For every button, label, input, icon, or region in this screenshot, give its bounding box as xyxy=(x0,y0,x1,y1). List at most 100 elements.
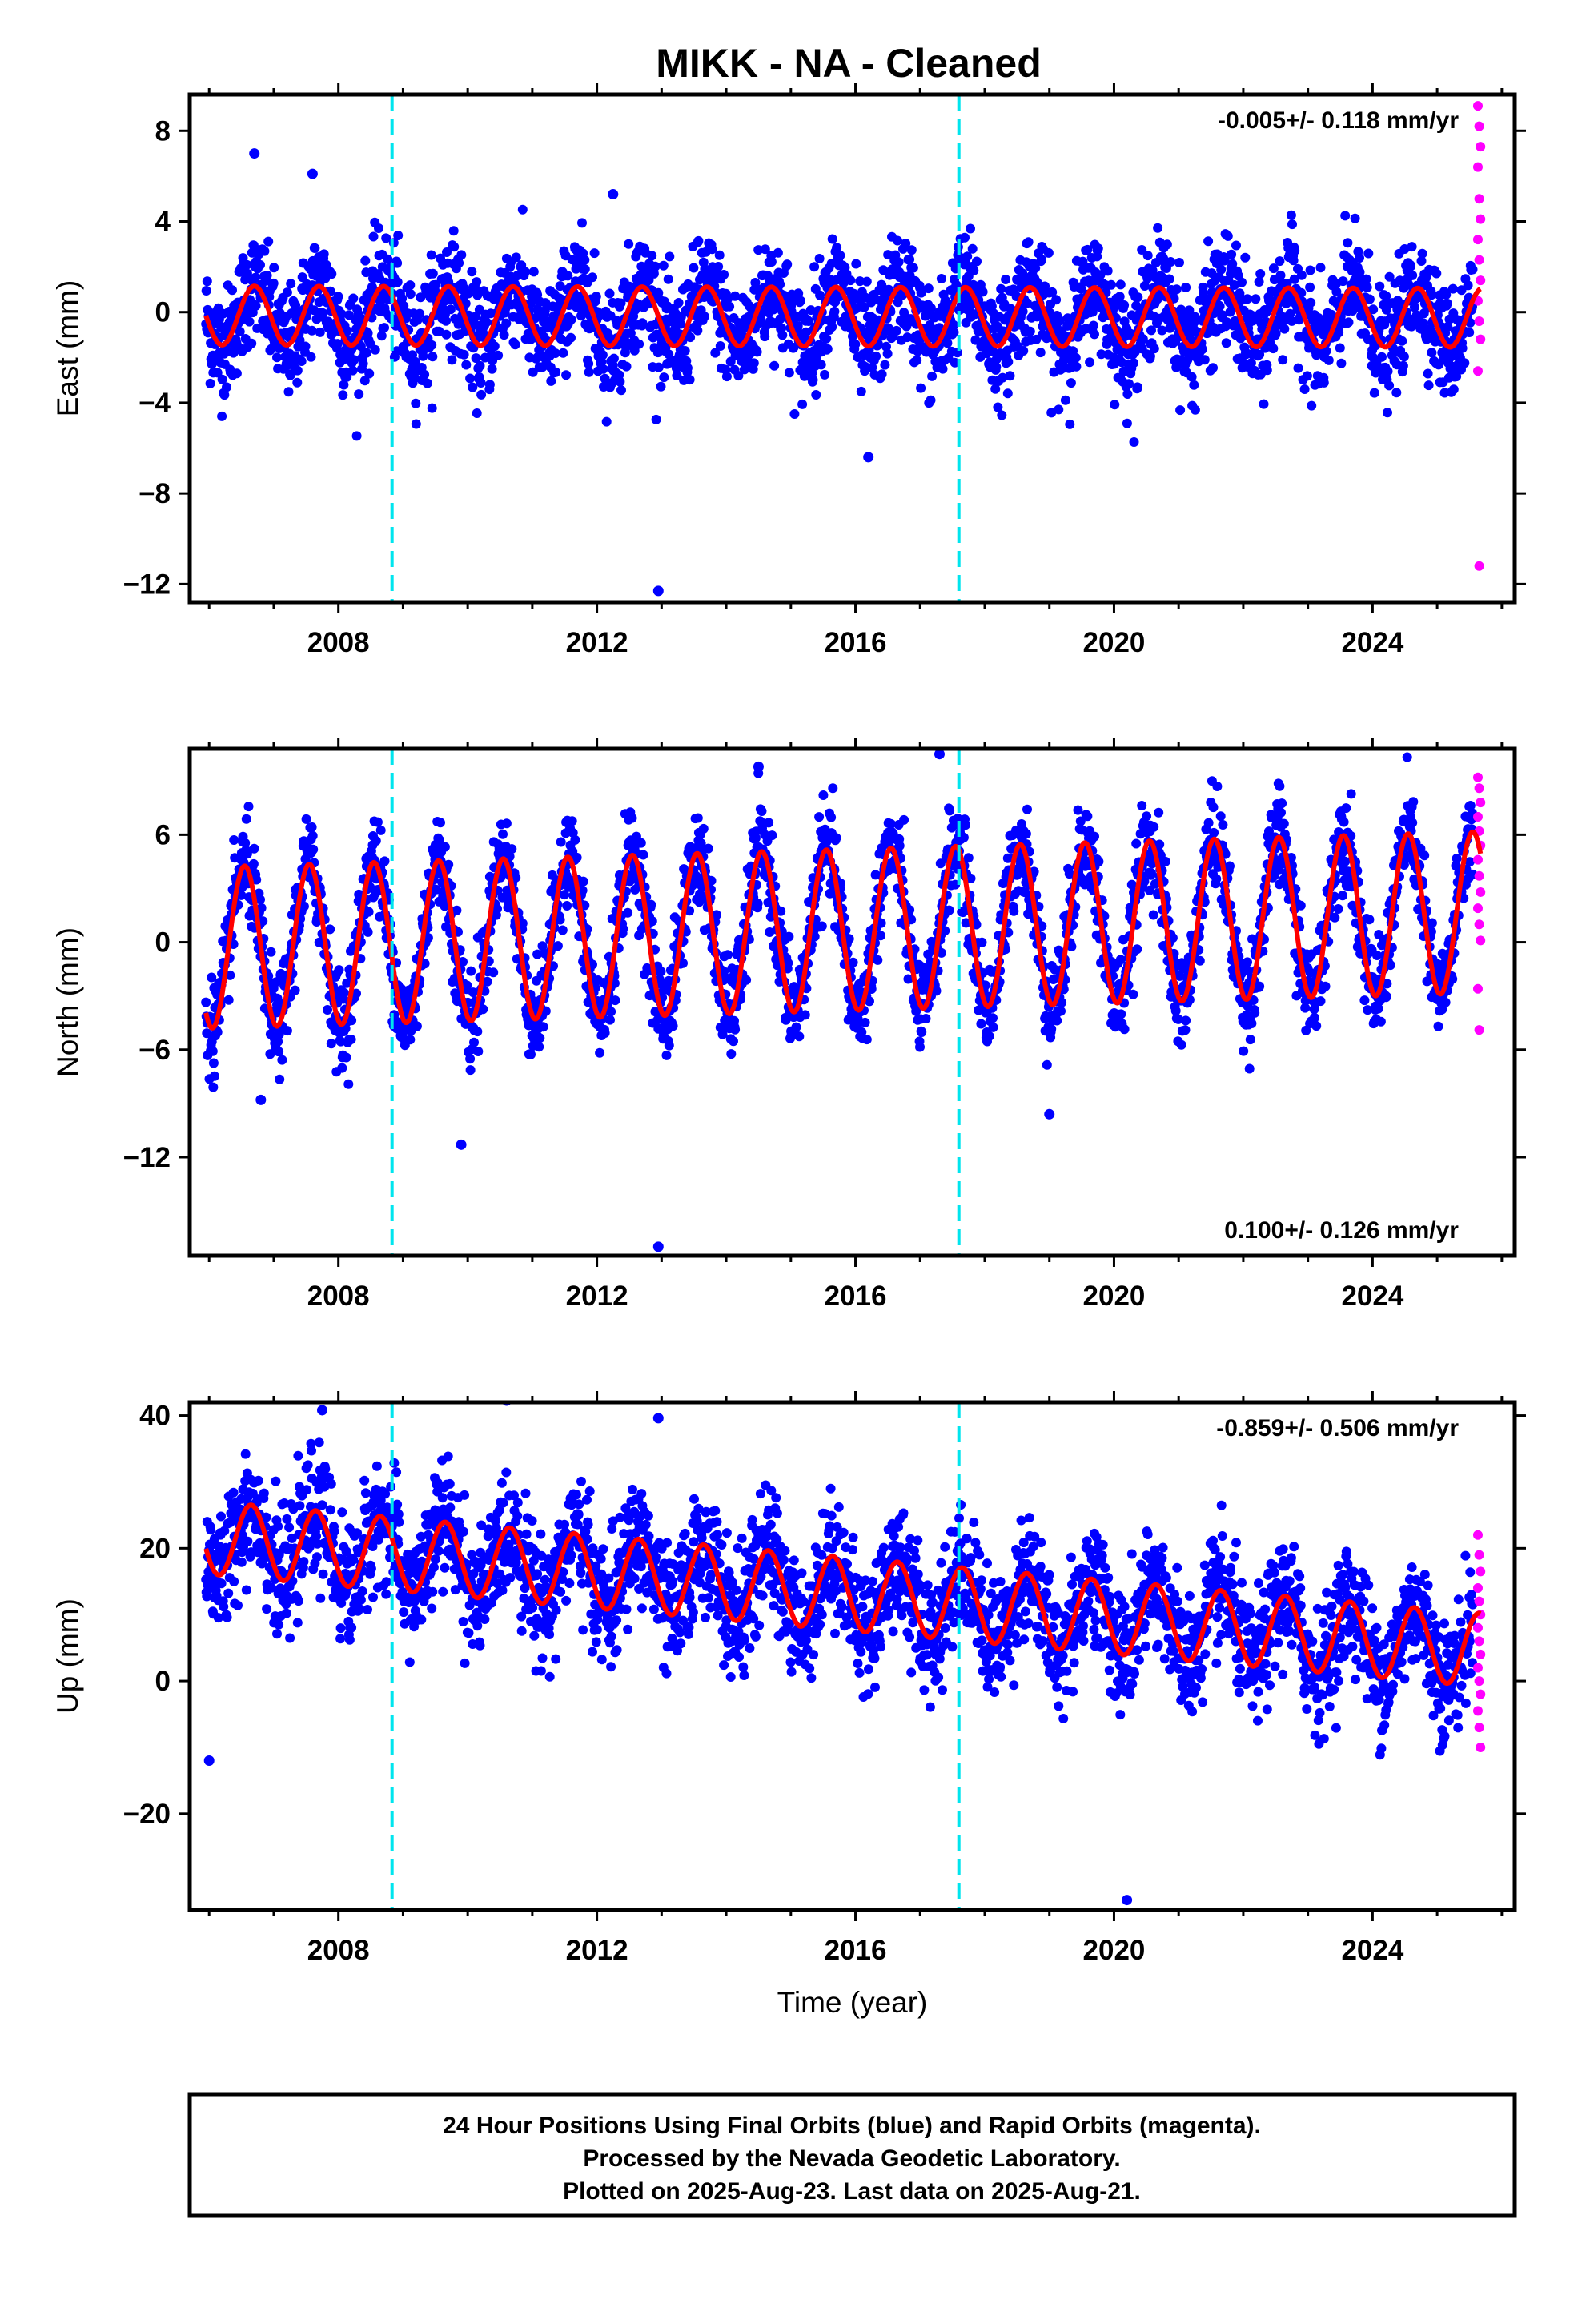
final-orbit-point xyxy=(1070,352,1081,363)
final-orbit-point xyxy=(202,276,212,287)
rapid-orbit-point xyxy=(1476,142,1486,152)
final-orbit-point xyxy=(967,243,978,254)
rapid-orbit-point xyxy=(1476,275,1486,286)
final-orbit-point xyxy=(472,277,482,287)
final-orbit-point xyxy=(949,327,959,337)
final-orbit-point xyxy=(1423,380,1434,391)
final-orbit-point xyxy=(1001,275,1011,284)
final-orbit-point xyxy=(658,260,669,271)
final-orbit-point xyxy=(1457,343,1468,353)
final-orbit-point xyxy=(465,1065,476,1076)
final-orbit-point xyxy=(327,269,337,279)
final-orbit-point xyxy=(936,274,946,283)
final-orbit-point xyxy=(966,223,975,234)
final-orbit-point xyxy=(499,330,509,340)
final-orbit-point xyxy=(440,842,450,852)
final-orbit-point xyxy=(1397,336,1407,346)
final-orbit-point xyxy=(241,814,251,824)
final-orbit-point xyxy=(1377,352,1387,362)
final-orbit-point xyxy=(1203,236,1214,247)
final-orbit-point xyxy=(341,1052,351,1063)
final-orbit-point xyxy=(461,360,472,370)
final-orbit-point xyxy=(1025,326,1035,336)
final-orbit-point xyxy=(561,370,572,380)
final-orbit-point xyxy=(1088,320,1098,331)
final-orbit-point xyxy=(268,278,279,288)
final-orbit-point xyxy=(1290,246,1300,256)
final-orbit-point xyxy=(1338,276,1348,287)
final-orbit-point xyxy=(634,339,644,349)
final-orbit-point xyxy=(498,829,508,839)
rapid-orbit-point xyxy=(1472,101,1483,111)
final-orbit-point xyxy=(266,947,276,957)
final-orbit-point xyxy=(1231,240,1241,251)
rapid-orbit-point xyxy=(1472,366,1483,376)
final-orbit-point xyxy=(222,382,231,392)
final-orbit-point xyxy=(1243,294,1252,304)
final-orbit-point xyxy=(647,251,657,261)
east-x-tick-label: 2016 xyxy=(825,627,887,658)
final-orbit-point xyxy=(1106,279,1116,290)
final-orbit-point xyxy=(996,283,1006,294)
final-orbit-point xyxy=(405,289,416,300)
final-orbit-point xyxy=(715,341,725,351)
final-orbit-point xyxy=(1268,344,1279,354)
east-y-tick-label: −8 xyxy=(139,478,171,509)
final-orbit-point xyxy=(1406,261,1415,271)
final-orbit-point xyxy=(1427,348,1437,358)
final-orbit-point xyxy=(942,338,953,348)
final-orbit-point xyxy=(472,1027,483,1037)
final-orbit-point xyxy=(597,350,608,360)
final-orbit-point xyxy=(969,265,979,275)
final-orbit-point xyxy=(1060,395,1070,405)
final-orbit-point xyxy=(1399,352,1409,362)
final-orbit-point xyxy=(580,264,590,275)
final-orbit-point xyxy=(1361,274,1371,284)
rapid-orbit-point xyxy=(1474,255,1484,265)
final-orbit-point xyxy=(201,997,211,1007)
rapid-orbit-point xyxy=(1474,121,1484,131)
final-orbit-point xyxy=(431,279,440,290)
final-orbit-point xyxy=(526,1049,536,1059)
final-orbit-point xyxy=(1122,389,1133,399)
final-orbit-point xyxy=(242,259,252,270)
final-orbit-point xyxy=(1005,371,1015,381)
final-orbit-point xyxy=(295,335,305,345)
final-orbit-point xyxy=(274,1047,284,1057)
final-orbit-point xyxy=(442,247,452,257)
final-orbit-point xyxy=(606,1007,616,1017)
final-orbit-point xyxy=(851,259,861,269)
final-orbit-point xyxy=(1287,219,1297,230)
final-orbit-point xyxy=(822,344,833,354)
final-orbit-point xyxy=(1286,210,1296,220)
final-orbit-point xyxy=(835,251,845,260)
final-orbit-point xyxy=(760,332,770,342)
final-orbit-point xyxy=(297,272,307,283)
final-orbit-point xyxy=(209,1071,219,1081)
final-orbit-point xyxy=(1090,329,1099,340)
final-orbit-point xyxy=(511,252,521,263)
final-orbit-point xyxy=(1021,829,1031,839)
final-orbit-point xyxy=(1199,355,1210,365)
final-orbit-point xyxy=(1093,243,1103,254)
final-orbit-point xyxy=(476,389,487,400)
final-orbit-point xyxy=(1384,380,1395,391)
final-orbit-point xyxy=(1431,268,1442,279)
final-orbit-point xyxy=(808,375,818,385)
final-orbit-point xyxy=(729,1036,738,1047)
final-orbit-point xyxy=(301,814,311,824)
final-orbit-point xyxy=(354,389,364,400)
final-orbit-point xyxy=(1002,388,1013,399)
final-orbit-point xyxy=(693,235,704,246)
final-orbit-point xyxy=(339,380,349,390)
final-orbit-point xyxy=(459,349,469,360)
final-orbit-point xyxy=(978,287,988,297)
final-orbit-point xyxy=(1275,256,1285,267)
final-orbit-point xyxy=(782,259,793,270)
final-orbit-point xyxy=(664,1040,674,1051)
final-orbit-point xyxy=(777,330,788,340)
final-orbit-point xyxy=(1288,255,1299,266)
final-orbit-point xyxy=(595,1047,605,1058)
